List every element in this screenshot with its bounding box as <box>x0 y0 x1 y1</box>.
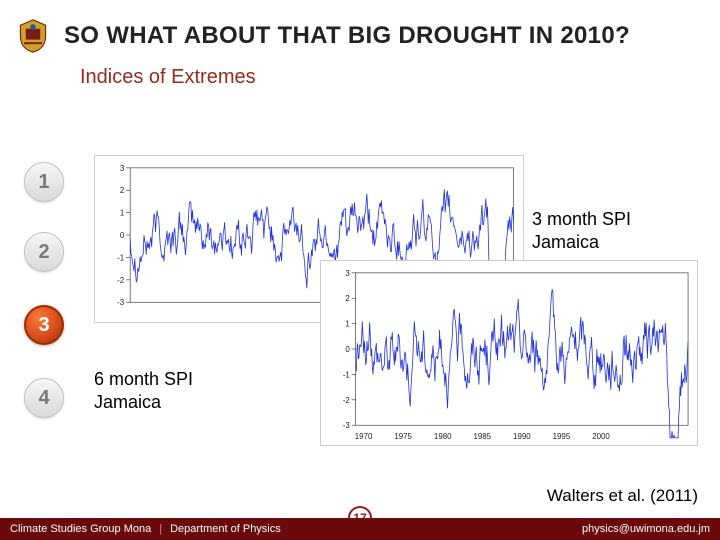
svg-text:0: 0 <box>345 345 350 354</box>
svg-text:2: 2 <box>345 294 349 303</box>
svg-text:1980: 1980 <box>434 432 452 441</box>
attribution: Walters et al. (2011) <box>547 486 698 506</box>
svg-text:-3: -3 <box>343 421 351 430</box>
chart2-caption: 6 month SPIJamaica <box>94 368 193 413</box>
footer-bar: Climate Studies Group Mona | Department … <box>0 518 720 540</box>
footer-mid: Department of Physics <box>170 523 281 535</box>
svg-text:1: 1 <box>345 320 350 329</box>
slide-title: SO WHAT ABOUT THAT BIG DROUGHT IN 2010? <box>64 22 630 50</box>
svg-text:1975: 1975 <box>394 432 412 441</box>
uwi-crest-icon <box>14 18 52 54</box>
list-badge-4: 4 <box>24 378 64 418</box>
svg-text:1990: 1990 <box>513 432 531 441</box>
svg-text:3: 3 <box>345 269 350 278</box>
svg-text:1: 1 <box>120 209 124 218</box>
footer-sep: | <box>159 523 162 535</box>
svg-text:-3: -3 <box>117 298 125 307</box>
list-badge-2: 2 <box>24 232 64 272</box>
svg-text:2000: 2000 <box>592 432 610 441</box>
svg-text:1970: 1970 <box>355 432 373 441</box>
svg-text:0: 0 <box>120 231 125 240</box>
chart1-caption: 3 month SPIJamaica <box>532 208 631 253</box>
svg-text:1985: 1985 <box>473 432 491 441</box>
svg-text:2: 2 <box>120 186 124 195</box>
svg-text:-1: -1 <box>343 370 351 379</box>
chart-6month-spi: -3 -2 -1 0 1 2 3 1970 1975 1980 1985 1990 1995 2000 <box>320 260 698 446</box>
list-badge-3: 3 <box>24 305 64 345</box>
footer-right: physics@uwimona.edu.jm <box>582 523 720 535</box>
svg-text:-1: -1 <box>117 253 124 262</box>
svg-text:-2: -2 <box>117 276 124 285</box>
slide-subtitle: Indices of Extremes <box>80 66 720 89</box>
list-badge-1: 1 <box>24 162 64 202</box>
svg-text:3: 3 <box>120 164 125 173</box>
svg-text:1995: 1995 <box>553 432 571 441</box>
footer-left: Climate Studies Group Mona <box>0 523 151 535</box>
svg-text:-2: -2 <box>343 396 350 405</box>
